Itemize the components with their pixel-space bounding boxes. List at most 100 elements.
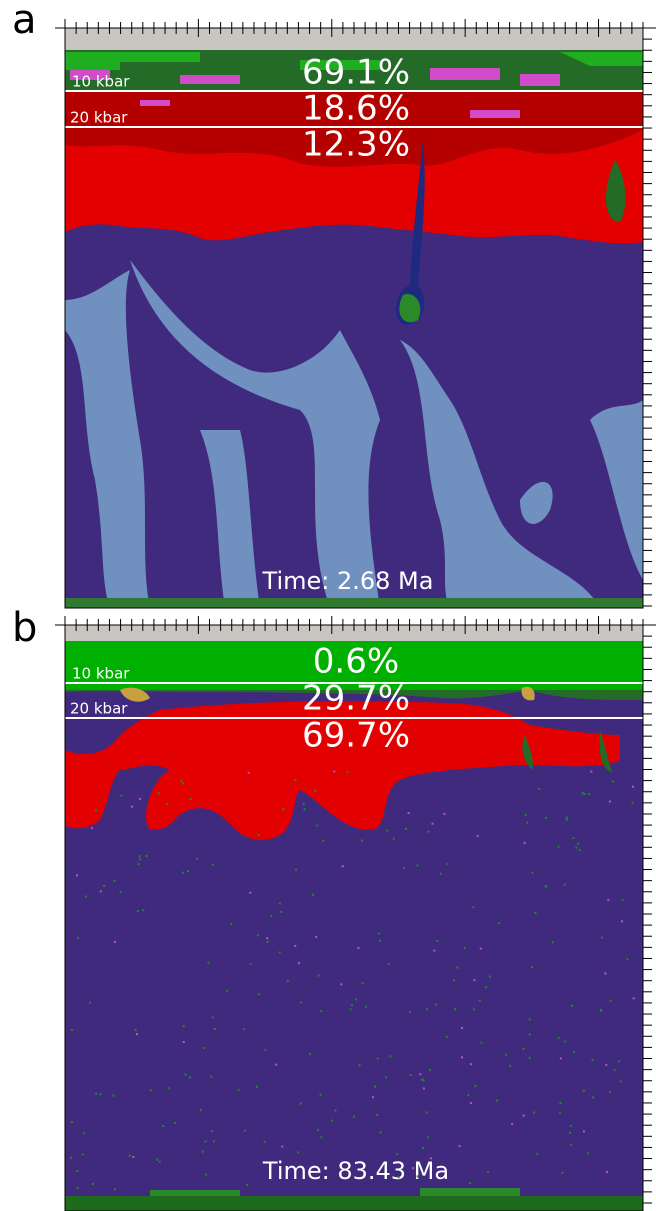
speck — [610, 1000, 612, 1002]
speck — [315, 936, 317, 938]
speck — [511, 1123, 513, 1125]
speck — [309, 1053, 311, 1055]
speck — [89, 1002, 91, 1004]
pressure-label: 20 kbar — [70, 700, 128, 718]
speck — [76, 1170, 78, 1172]
speck — [312, 894, 314, 896]
speck — [376, 1114, 378, 1116]
speck — [416, 864, 418, 866]
bottom-layer — [65, 1196, 643, 1211]
percentage: 69.7% — [302, 716, 410, 756]
speck — [303, 803, 305, 805]
speck — [498, 922, 500, 924]
speck — [633, 997, 635, 999]
speck — [139, 858, 141, 860]
speck — [139, 798, 141, 800]
speck — [588, 793, 590, 795]
speck — [314, 790, 316, 792]
speck — [592, 1059, 594, 1061]
speck — [318, 975, 320, 977]
speck — [350, 1008, 352, 1010]
speck — [427, 831, 429, 833]
speck — [509, 1065, 511, 1067]
speck — [77, 937, 79, 939]
speck — [435, 1004, 437, 1006]
speck — [294, 779, 296, 781]
speck — [182, 783, 184, 785]
speck — [70, 1157, 72, 1159]
speck — [174, 1122, 176, 1124]
speck — [275, 1064, 277, 1066]
speck — [113, 880, 115, 882]
speck — [473, 1008, 475, 1010]
speck — [564, 884, 566, 886]
speck — [212, 1016, 214, 1018]
speck — [95, 809, 97, 811]
speck — [264, 1141, 266, 1143]
speck — [545, 817, 547, 819]
speck — [357, 947, 359, 949]
speck — [403, 867, 405, 869]
speck — [183, 1025, 185, 1027]
speck — [281, 1146, 283, 1148]
speck — [621, 920, 623, 922]
speck — [534, 912, 536, 914]
speck — [250, 963, 252, 965]
time-label: Time: 2.68 Ma — [262, 567, 434, 595]
speck — [454, 1008, 456, 1010]
speck — [142, 909, 144, 911]
speck — [389, 1055, 391, 1057]
speck — [135, 1029, 137, 1031]
speck — [429, 1069, 431, 1071]
speck — [569, 1132, 571, 1134]
speck — [379, 1131, 381, 1133]
speck — [529, 1033, 531, 1035]
speck — [385, 1076, 387, 1078]
speck — [202, 1151, 204, 1153]
speck — [584, 793, 586, 795]
speck — [120, 795, 122, 797]
speck — [606, 1171, 608, 1173]
speck — [605, 1064, 607, 1066]
speck — [200, 1109, 202, 1111]
speck — [601, 937, 603, 939]
speck — [146, 855, 148, 857]
speck — [426, 1008, 428, 1010]
speck — [204, 1140, 206, 1142]
speck — [342, 865, 344, 867]
speck — [531, 872, 533, 874]
speck — [566, 817, 568, 819]
speck — [529, 1057, 531, 1059]
speck — [243, 1028, 245, 1030]
speck — [100, 890, 102, 892]
speck — [583, 1090, 585, 1092]
speck — [166, 803, 168, 805]
speck — [114, 1188, 116, 1190]
speck — [297, 1151, 299, 1153]
speck — [379, 940, 381, 942]
speck — [489, 976, 491, 978]
speck — [417, 1175, 419, 1177]
pressure-label: 10 kbar — [72, 73, 130, 91]
speck — [264, 1049, 266, 1051]
speck — [76, 874, 78, 876]
speck — [505, 1054, 507, 1056]
speck — [561, 1172, 563, 1174]
speck — [475, 1085, 477, 1087]
speck — [590, 771, 592, 773]
speck — [157, 792, 159, 794]
speck — [267, 941, 269, 943]
speck — [168, 1087, 170, 1089]
speck — [320, 1094, 322, 1096]
speck — [137, 910, 139, 912]
speck — [230, 923, 232, 925]
speck — [447, 863, 449, 865]
speck — [92, 1183, 94, 1185]
speck — [85, 896, 87, 898]
speck — [393, 838, 395, 840]
speck — [496, 1100, 498, 1102]
speck — [412, 1167, 414, 1169]
speck — [279, 951, 281, 953]
speck — [346, 771, 348, 773]
speck — [620, 1081, 622, 1083]
